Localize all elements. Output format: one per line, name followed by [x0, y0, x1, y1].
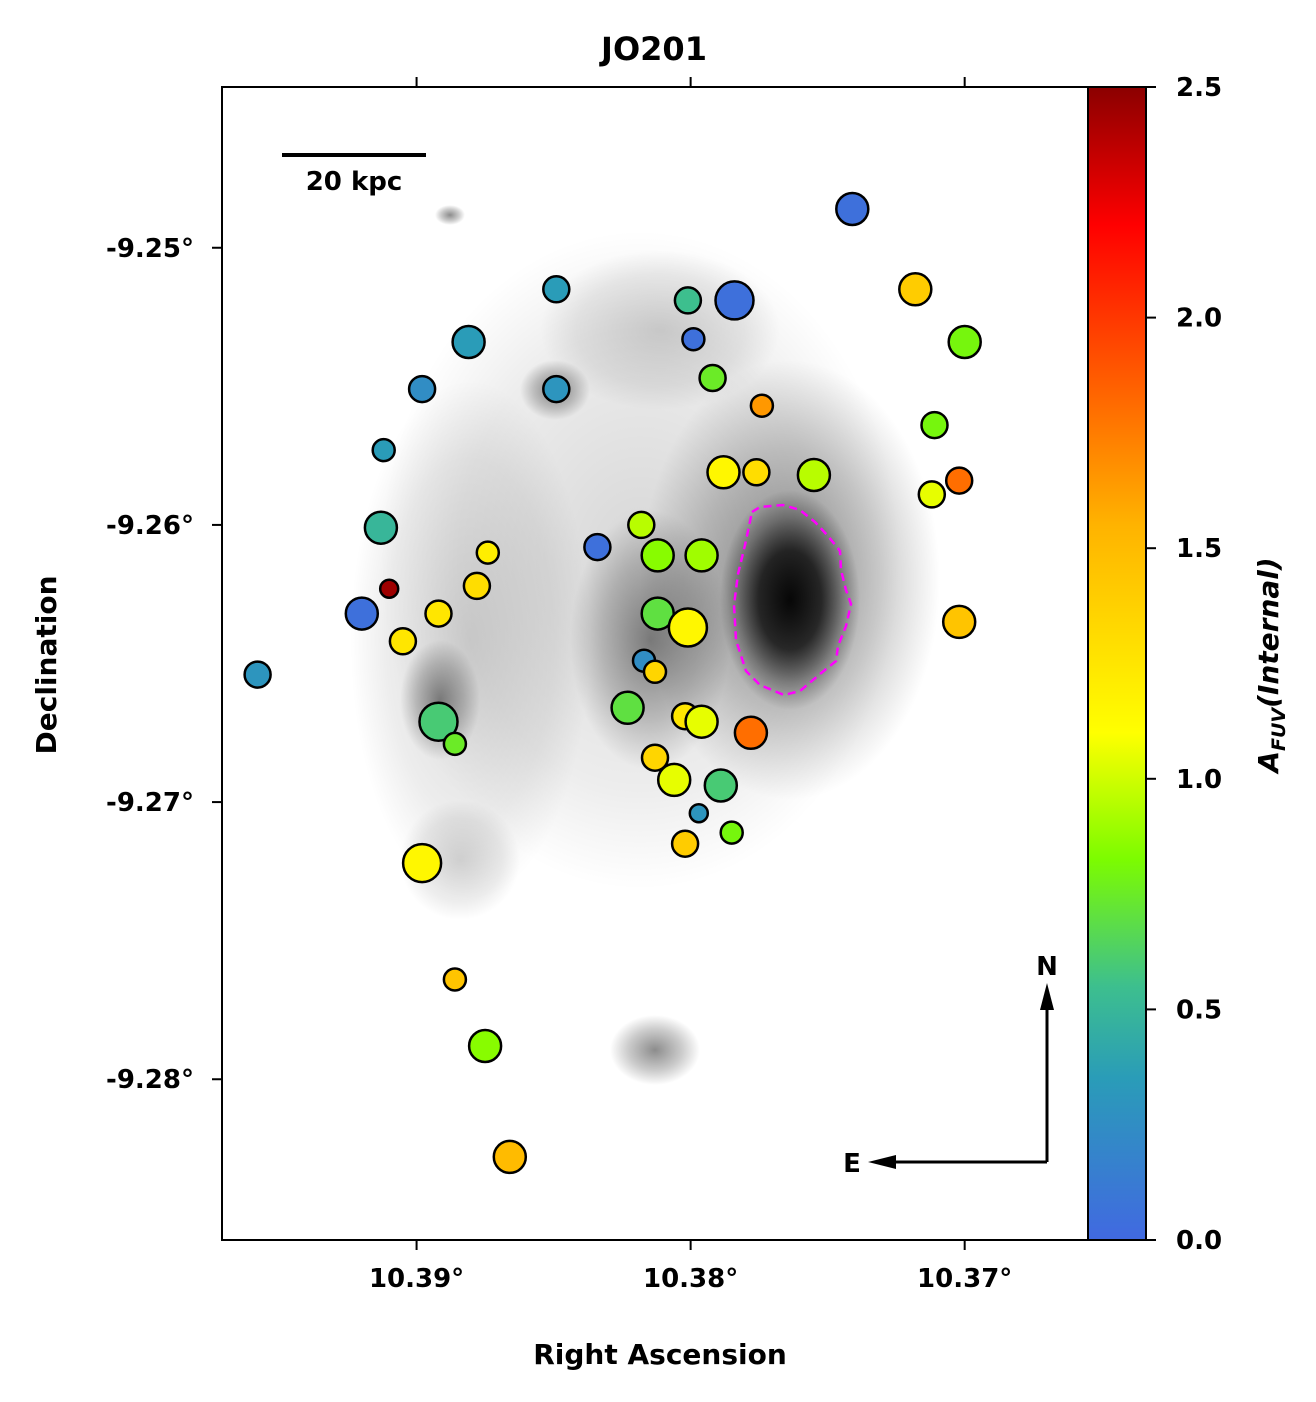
data-point — [920, 410, 949, 440]
data-point — [467, 1028, 503, 1064]
colorbar-label: AFUV(Internal) — [1252, 557, 1290, 774]
scale-bar-label: 20 kpc — [306, 167, 403, 197]
data-point — [371, 437, 396, 463]
data-point — [917, 480, 947, 509]
data-point — [681, 326, 706, 352]
data-point — [492, 1139, 528, 1175]
colorbar: 0.0 0.5 1.0 1.5 2.0 2.5 AFUV(Internal) — [1087, 73, 1290, 1256]
data-point — [703, 768, 739, 803]
colorbar-gradient — [1087, 86, 1147, 1241]
north-arrow-icon — [1040, 983, 1054, 1010]
data-point — [627, 510, 656, 540]
data-point — [363, 510, 399, 545]
data-point — [542, 275, 571, 304]
y-axis-label: Declination — [30, 575, 63, 754]
data-point — [451, 324, 486, 360]
points-layer — [243, 191, 982, 1175]
data-point — [442, 967, 468, 992]
y-tick-label: -9.28° — [106, 1065, 194, 1095]
colorbar-tick-label: 1.0 — [1176, 765, 1222, 795]
data-point — [684, 704, 719, 739]
colorbar-tick-label: 1.5 — [1176, 534, 1222, 564]
data-point — [667, 607, 709, 648]
colorbar-tick-label: 2.0 — [1176, 304, 1222, 334]
x-axis-label: Right Ascension — [533, 1338, 787, 1371]
y-tick-label: -9.26° — [106, 511, 194, 541]
data-point — [944, 466, 974, 495]
colorbar-label-paren: (Internal) — [1252, 557, 1285, 708]
data-point — [719, 820, 744, 845]
colorbar-tick-label: 2.5 — [1176, 73, 1222, 103]
data-point — [796, 457, 832, 493]
x-ticks: 10.39° 10.38° 10.37° — [369, 77, 1012, 1294]
galaxy-image — [350, 205, 940, 1085]
colorbar-label-sub: FUV — [1268, 707, 1290, 751]
scale-bar: 20 kpc — [282, 153, 426, 197]
x-tick-label: 10.38° — [643, 1264, 738, 1294]
data-point — [898, 272, 933, 307]
data-point — [442, 731, 468, 757]
data-point — [835, 191, 870, 227]
colorbar-label-main: A — [1252, 751, 1285, 775]
data-point — [656, 762, 692, 798]
y-tick-label: -9.25° — [106, 234, 194, 264]
data-point — [610, 690, 645, 726]
data-point — [640, 538, 675, 573]
data-point — [698, 363, 727, 393]
data-point — [542, 374, 571, 404]
data-point — [475, 540, 501, 565]
data-point — [742, 458, 771, 487]
data-point — [714, 280, 755, 321]
compass: N E — [843, 952, 1058, 1179]
data-point — [243, 660, 272, 689]
data-point — [947, 324, 982, 360]
data-point — [418, 701, 459, 742]
chart-title: JO201 — [599, 30, 707, 68]
data-point — [640, 743, 670, 772]
y-ticks: -9.25° -9.26° -9.27° -9.28° — [106, 234, 222, 1095]
data-point — [642, 659, 668, 685]
data-point — [673, 286, 703, 315]
data-point — [401, 842, 443, 884]
data-point — [706, 455, 741, 490]
east-arrow-icon — [868, 1155, 896, 1169]
data-point — [378, 578, 400, 599]
data-point — [424, 599, 453, 628]
data-point — [749, 393, 775, 418]
data-point — [733, 715, 769, 751]
data-point — [388, 627, 418, 656]
compass-north-label: N — [1036, 952, 1058, 982]
data-point — [407, 374, 437, 404]
data-point — [462, 571, 492, 601]
data-point — [941, 604, 977, 640]
x-tick-label: 10.37° — [917, 1264, 1012, 1294]
data-point — [688, 802, 710, 824]
compass-east-label: E — [843, 1149, 861, 1179]
x-tick-label: 10.39° — [369, 1264, 464, 1294]
data-point — [344, 596, 380, 631]
colorbar-ticks: 0.0 0.5 1.0 1.5 2.0 2.5 — [1146, 73, 1222, 1256]
data-point — [684, 538, 719, 573]
y-tick-label: -9.27° — [106, 788, 194, 818]
colorbar-tick-label: 0.0 — [1176, 1226, 1222, 1256]
colorbar-tick-label: 0.5 — [1176, 995, 1222, 1025]
data-point — [583, 532, 612, 562]
data-point — [670, 829, 700, 858]
